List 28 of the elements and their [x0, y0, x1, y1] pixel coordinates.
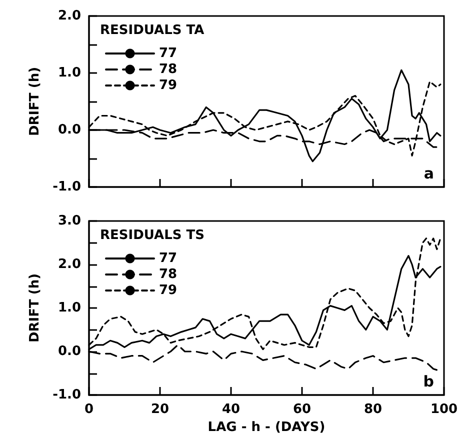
x-tick-label: 40 [222, 402, 240, 417]
legend-label: 78 [159, 62, 178, 77]
x-tick-label: 100 [430, 402, 458, 417]
x-tick-label: 60 [292, 402, 312, 417]
y-tick-label: 1.0 [58, 300, 81, 316]
y-tick-label: 2.0 [58, 257, 81, 272]
y-axis-title: DRIFT (h) [28, 273, 43, 343]
y-tick-label: 0.0 [58, 122, 81, 138]
legend-label: 78 [159, 267, 178, 282]
y-tick-label: 3.0 [58, 214, 81, 228]
annotation: a [424, 164, 434, 182]
x-tick-label: 20 [150, 402, 170, 417]
x-axis-title: LAG - h - (DAYS) [208, 420, 326, 435]
x-tick-label: 80 [364, 402, 382, 417]
y-tick-label: -1.0 [52, 180, 81, 194]
legend-title: RESIDUALS TS [100, 228, 205, 243]
annotation: b [423, 372, 434, 390]
legend-label: 79 [159, 78, 178, 93]
y-tick-label: 1.0 [58, 66, 81, 80]
y-tick-label: 2.0 [58, 8, 81, 24]
y-axis-title: DRIFT (h) [28, 66, 43, 136]
legend-label: 79 [159, 283, 178, 298]
y-tick-label: -1.0 [52, 388, 81, 402]
legend-label: 77 [159, 46, 178, 61]
x-tick-label: 0 [84, 402, 94, 417]
legend-label: 77 [159, 251, 178, 266]
y-tick-label: 0.0 [58, 344, 81, 359]
legend-title: RESIDUALS TA [100, 23, 204, 38]
